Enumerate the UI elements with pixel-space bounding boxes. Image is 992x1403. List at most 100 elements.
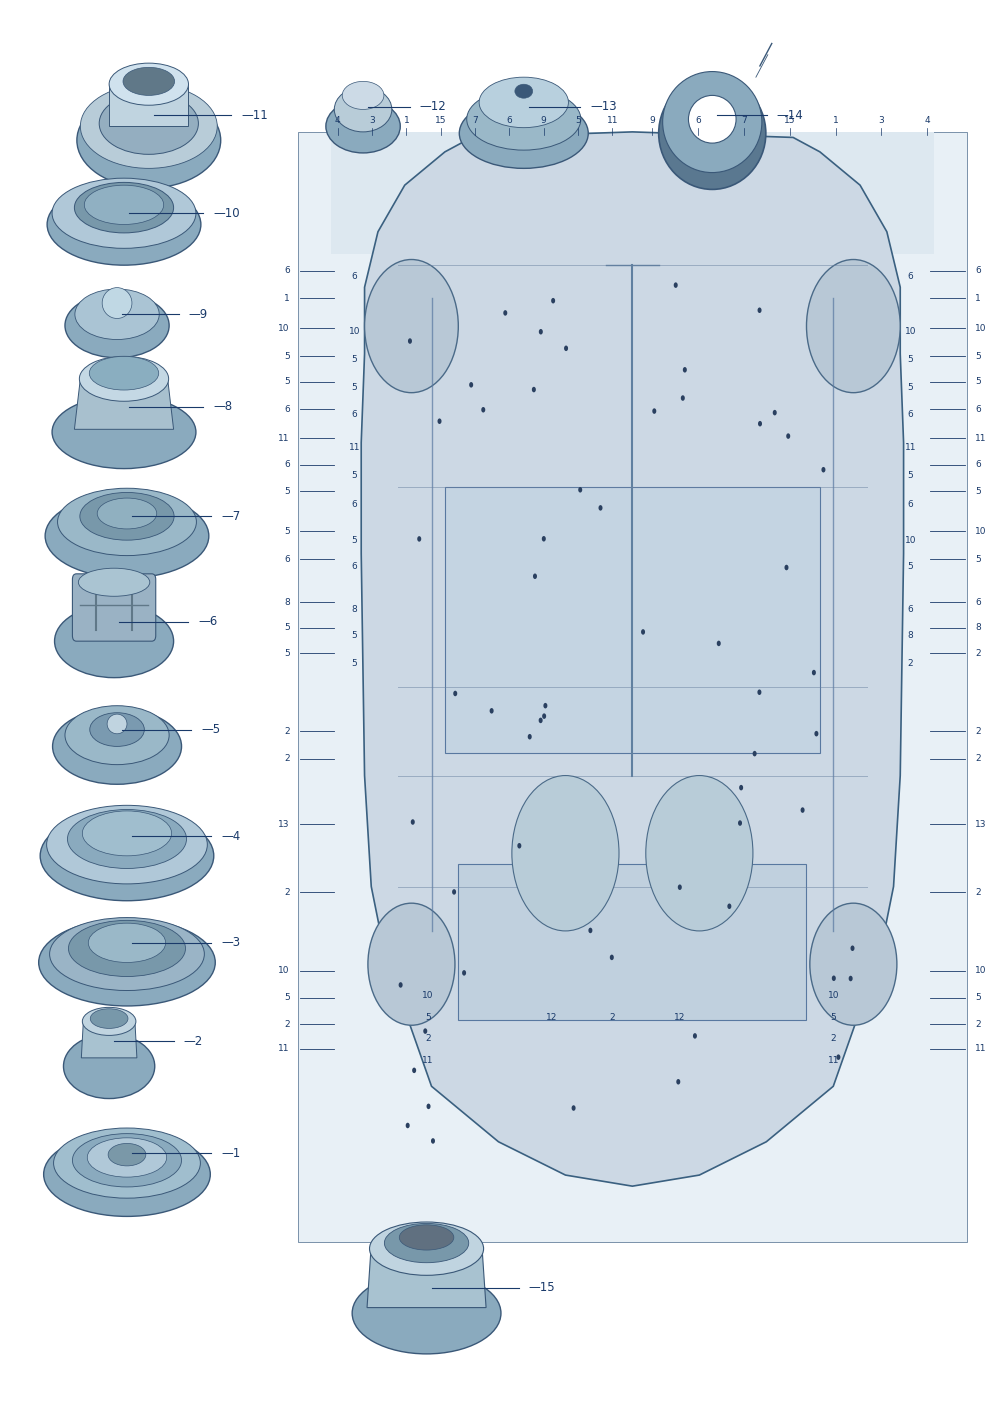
Ellipse shape (384, 1223, 469, 1263)
Text: 6: 6 (507, 116, 512, 125)
Ellipse shape (539, 717, 543, 723)
Ellipse shape (610, 954, 614, 960)
Ellipse shape (74, 289, 159, 340)
Text: 11: 11 (975, 1044, 987, 1054)
Text: 6: 6 (908, 272, 914, 281)
Ellipse shape (453, 690, 457, 696)
Text: 5: 5 (975, 487, 981, 495)
Text: 2: 2 (284, 755, 290, 763)
Text: —4: —4 (221, 829, 240, 843)
Ellipse shape (67, 810, 186, 868)
Text: 10: 10 (423, 991, 434, 1000)
Ellipse shape (787, 434, 791, 439)
Text: 5: 5 (830, 1013, 836, 1021)
Ellipse shape (773, 410, 777, 415)
Ellipse shape (479, 77, 568, 128)
Text: 15: 15 (784, 116, 796, 125)
Ellipse shape (427, 1104, 431, 1110)
Text: 10: 10 (278, 324, 290, 333)
Ellipse shape (512, 776, 619, 932)
Text: 10: 10 (975, 528, 987, 536)
Text: 10: 10 (975, 324, 987, 333)
Ellipse shape (753, 751, 757, 756)
Text: 6: 6 (975, 267, 981, 275)
Ellipse shape (739, 784, 743, 790)
Text: 5: 5 (351, 383, 357, 391)
Ellipse shape (678, 884, 682, 890)
Ellipse shape (462, 969, 466, 975)
Ellipse shape (408, 338, 412, 344)
Text: 6: 6 (351, 563, 357, 571)
Text: 2: 2 (975, 727, 981, 735)
Text: 6: 6 (908, 501, 914, 509)
Text: 5: 5 (908, 355, 914, 363)
Ellipse shape (542, 536, 546, 542)
Ellipse shape (352, 1273, 501, 1354)
Text: 2: 2 (830, 1034, 836, 1042)
Ellipse shape (758, 689, 762, 694)
Text: 11: 11 (606, 116, 618, 125)
Ellipse shape (532, 387, 536, 393)
Text: 5: 5 (284, 623, 290, 633)
Ellipse shape (571, 1106, 575, 1111)
Ellipse shape (411, 819, 415, 825)
Polygon shape (81, 1021, 137, 1058)
Ellipse shape (821, 467, 825, 473)
Text: 6: 6 (284, 405, 290, 414)
Text: 5: 5 (908, 563, 914, 571)
Ellipse shape (693, 1033, 697, 1038)
Text: —1: —1 (221, 1146, 240, 1160)
Text: 11: 11 (975, 434, 987, 443)
Ellipse shape (123, 67, 175, 95)
Text: 5: 5 (284, 377, 290, 386)
Ellipse shape (399, 982, 403, 988)
Text: 5: 5 (975, 352, 981, 361)
Ellipse shape (47, 805, 207, 884)
Text: 5: 5 (426, 1013, 432, 1021)
Text: 11: 11 (423, 1056, 434, 1065)
Text: —3: —3 (221, 936, 240, 950)
Ellipse shape (52, 178, 196, 248)
Text: 6: 6 (284, 460, 290, 470)
Ellipse shape (424, 1028, 428, 1034)
Ellipse shape (107, 714, 127, 734)
Text: 5: 5 (351, 471, 357, 480)
Text: 7: 7 (741, 116, 747, 125)
Polygon shape (74, 379, 174, 429)
Text: 5: 5 (351, 659, 357, 668)
Ellipse shape (79, 492, 175, 540)
Ellipse shape (50, 918, 204, 991)
Ellipse shape (481, 407, 485, 412)
Text: 5: 5 (975, 993, 981, 1002)
FancyBboxPatch shape (331, 132, 933, 254)
Ellipse shape (758, 307, 762, 313)
Text: —6: —6 (198, 615, 217, 629)
Ellipse shape (437, 418, 441, 424)
Ellipse shape (108, 1143, 146, 1166)
Ellipse shape (848, 975, 853, 981)
Text: 10: 10 (905, 536, 916, 544)
Ellipse shape (399, 1225, 454, 1250)
Text: 5: 5 (351, 355, 357, 363)
Text: 3: 3 (878, 116, 884, 125)
Text: —15: —15 (529, 1281, 556, 1295)
Ellipse shape (809, 904, 897, 1026)
Text: 6: 6 (975, 460, 981, 470)
Ellipse shape (682, 368, 686, 373)
Ellipse shape (76, 93, 220, 188)
Text: 2: 2 (284, 1020, 290, 1028)
Text: 1: 1 (404, 116, 410, 125)
Text: 2: 2 (284, 727, 290, 735)
Ellipse shape (48, 184, 200, 265)
Text: 5: 5 (284, 352, 290, 361)
Ellipse shape (677, 1079, 681, 1085)
Text: 3: 3 (369, 116, 375, 125)
Text: 2: 2 (975, 755, 981, 763)
Ellipse shape (598, 505, 602, 511)
Ellipse shape (663, 72, 762, 173)
Ellipse shape (688, 95, 736, 143)
Text: 7: 7 (472, 116, 478, 125)
Ellipse shape (850, 946, 854, 951)
Ellipse shape (758, 421, 762, 427)
Text: 2: 2 (975, 1020, 981, 1028)
